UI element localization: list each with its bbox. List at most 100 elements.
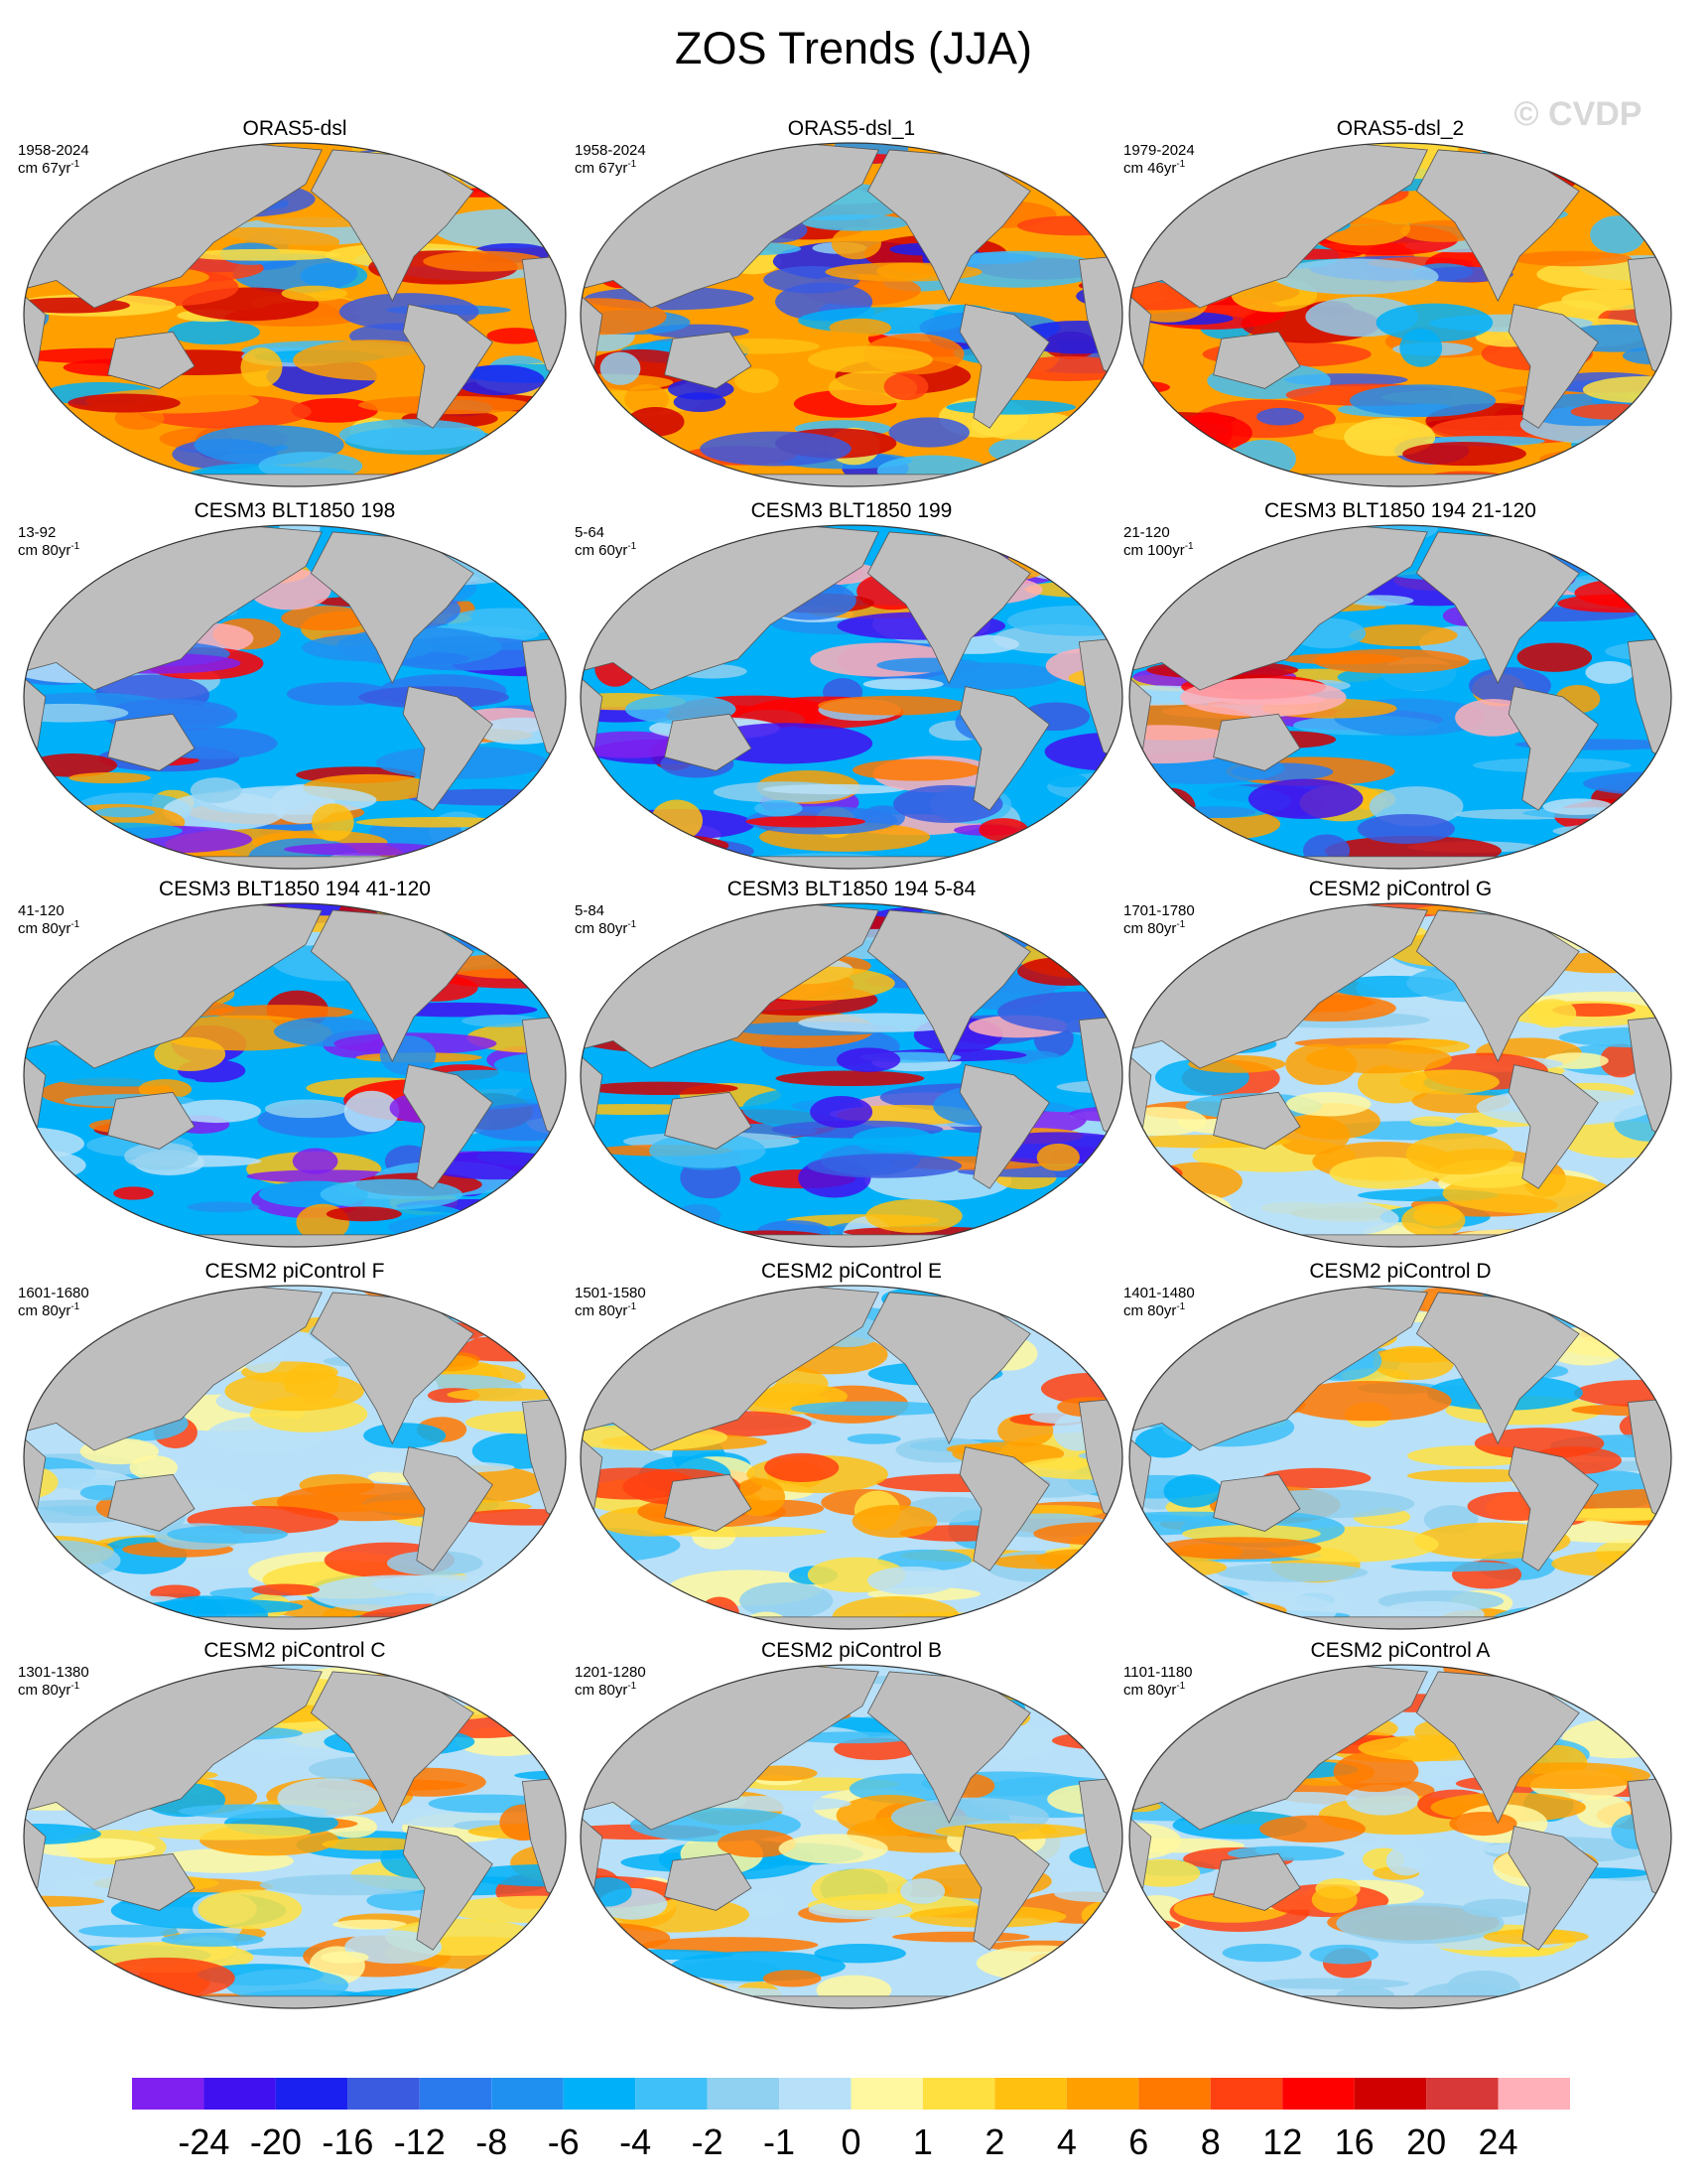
map-pattern xyxy=(24,703,129,723)
map-pattern xyxy=(700,431,852,467)
map-pattern xyxy=(1346,1784,1419,1816)
map xyxy=(1129,525,1671,869)
map-pattern xyxy=(588,1601,688,1629)
map-pattern xyxy=(475,1615,530,1629)
map-pattern xyxy=(1285,1092,1372,1117)
map-border xyxy=(23,1285,567,1630)
map-pattern xyxy=(460,161,547,192)
units-text: cm 80yr xyxy=(18,920,70,937)
map-pattern xyxy=(1575,552,1671,569)
map-pattern xyxy=(190,777,242,803)
map-pattern xyxy=(326,1206,402,1222)
map-pattern xyxy=(581,1321,659,1344)
map-pattern xyxy=(976,143,1122,155)
map-pattern xyxy=(1349,384,1497,417)
map-pattern xyxy=(818,695,968,716)
map-pattern xyxy=(187,1201,260,1213)
units-sup: -1 xyxy=(70,541,79,552)
map-pattern xyxy=(24,1930,58,1947)
map-pattern xyxy=(1517,1230,1587,1243)
map-pattern xyxy=(599,351,641,385)
panel-title: CESM2 piControl A xyxy=(1311,1639,1491,1662)
map-pattern xyxy=(1594,1670,1671,1694)
map-pattern xyxy=(1129,775,1159,804)
map-pattern xyxy=(1639,582,1671,614)
map-pattern xyxy=(322,1838,424,1851)
map xyxy=(1129,1665,1671,2008)
map-pattern xyxy=(802,214,911,231)
map-pattern xyxy=(807,1154,963,1178)
map-pattern xyxy=(1631,443,1671,461)
map-pattern xyxy=(583,834,729,858)
colorbar-label: -6 xyxy=(548,2121,580,2162)
land xyxy=(581,1616,1122,1629)
map-pattern xyxy=(808,345,933,374)
land xyxy=(1508,1064,1599,1189)
map-pattern xyxy=(225,1969,349,2001)
map-pattern xyxy=(1179,1600,1287,1621)
map-pattern xyxy=(382,470,462,486)
map-pattern xyxy=(997,991,1122,1033)
map-pattern xyxy=(685,472,752,485)
land xyxy=(1508,686,1599,811)
units-label: cm 60yr-1 xyxy=(575,541,637,559)
land xyxy=(1129,1804,1152,1896)
map-pattern xyxy=(480,1596,566,1629)
map-pattern xyxy=(1401,1203,1466,1238)
map-pattern xyxy=(224,1371,364,1412)
units-sup: -1 xyxy=(627,541,636,552)
map xyxy=(24,525,566,869)
map-pattern xyxy=(1585,661,1635,684)
land xyxy=(310,1671,474,1825)
map-pattern xyxy=(24,1225,133,1247)
map-pattern xyxy=(138,1079,193,1100)
map-pattern xyxy=(1211,1592,1338,1629)
map-pattern xyxy=(1129,1700,1175,1729)
land xyxy=(1129,1995,1671,2008)
map-pattern xyxy=(745,815,865,828)
units-label: cm 100yr-1 xyxy=(1123,541,1194,559)
map-pattern xyxy=(293,340,452,381)
map-pattern xyxy=(979,818,1029,842)
land xyxy=(402,1826,493,1951)
colorbar-label: -16 xyxy=(322,2121,373,2162)
map-pattern xyxy=(581,1192,622,1207)
map-pattern xyxy=(1576,546,1671,560)
map-pattern xyxy=(649,1133,766,1168)
map-pattern xyxy=(829,318,892,338)
units-label: cm 67yr-1 xyxy=(18,159,80,177)
units-label: cm 80yr-1 xyxy=(18,1301,80,1319)
map-pattern xyxy=(408,1286,531,1308)
map-pattern xyxy=(138,1824,312,1841)
map-pattern xyxy=(1153,1583,1255,1623)
colorbar-label: -24 xyxy=(178,2121,229,2162)
map-pattern xyxy=(744,1611,789,1629)
panel-title: ORAS5-dsl_2 xyxy=(1337,117,1464,140)
period-label: 1501-1580 xyxy=(575,1285,646,1301)
map-pattern xyxy=(447,1388,560,1402)
map-pattern xyxy=(581,1954,606,1985)
map-pattern xyxy=(1074,1548,1122,1585)
map-pattern xyxy=(790,1401,957,1417)
map-pattern xyxy=(946,399,1076,415)
units-sup: -1 xyxy=(627,1681,636,1692)
map-border xyxy=(23,524,567,870)
map-pattern xyxy=(363,1423,447,1448)
map-pattern xyxy=(853,758,982,781)
map-pattern xyxy=(333,1611,493,1629)
map-pattern xyxy=(997,1294,1058,1320)
map-pattern xyxy=(94,807,155,818)
map-pattern xyxy=(423,250,545,272)
land xyxy=(866,1292,1031,1445)
map-pattern xyxy=(1622,1665,1671,1703)
map-pattern xyxy=(1151,1161,1243,1201)
map-border xyxy=(1128,1664,1672,2009)
map-pattern xyxy=(24,559,96,573)
units-sup: -1 xyxy=(70,159,79,170)
map-pattern xyxy=(457,1509,566,1526)
map-pattern xyxy=(281,285,348,302)
